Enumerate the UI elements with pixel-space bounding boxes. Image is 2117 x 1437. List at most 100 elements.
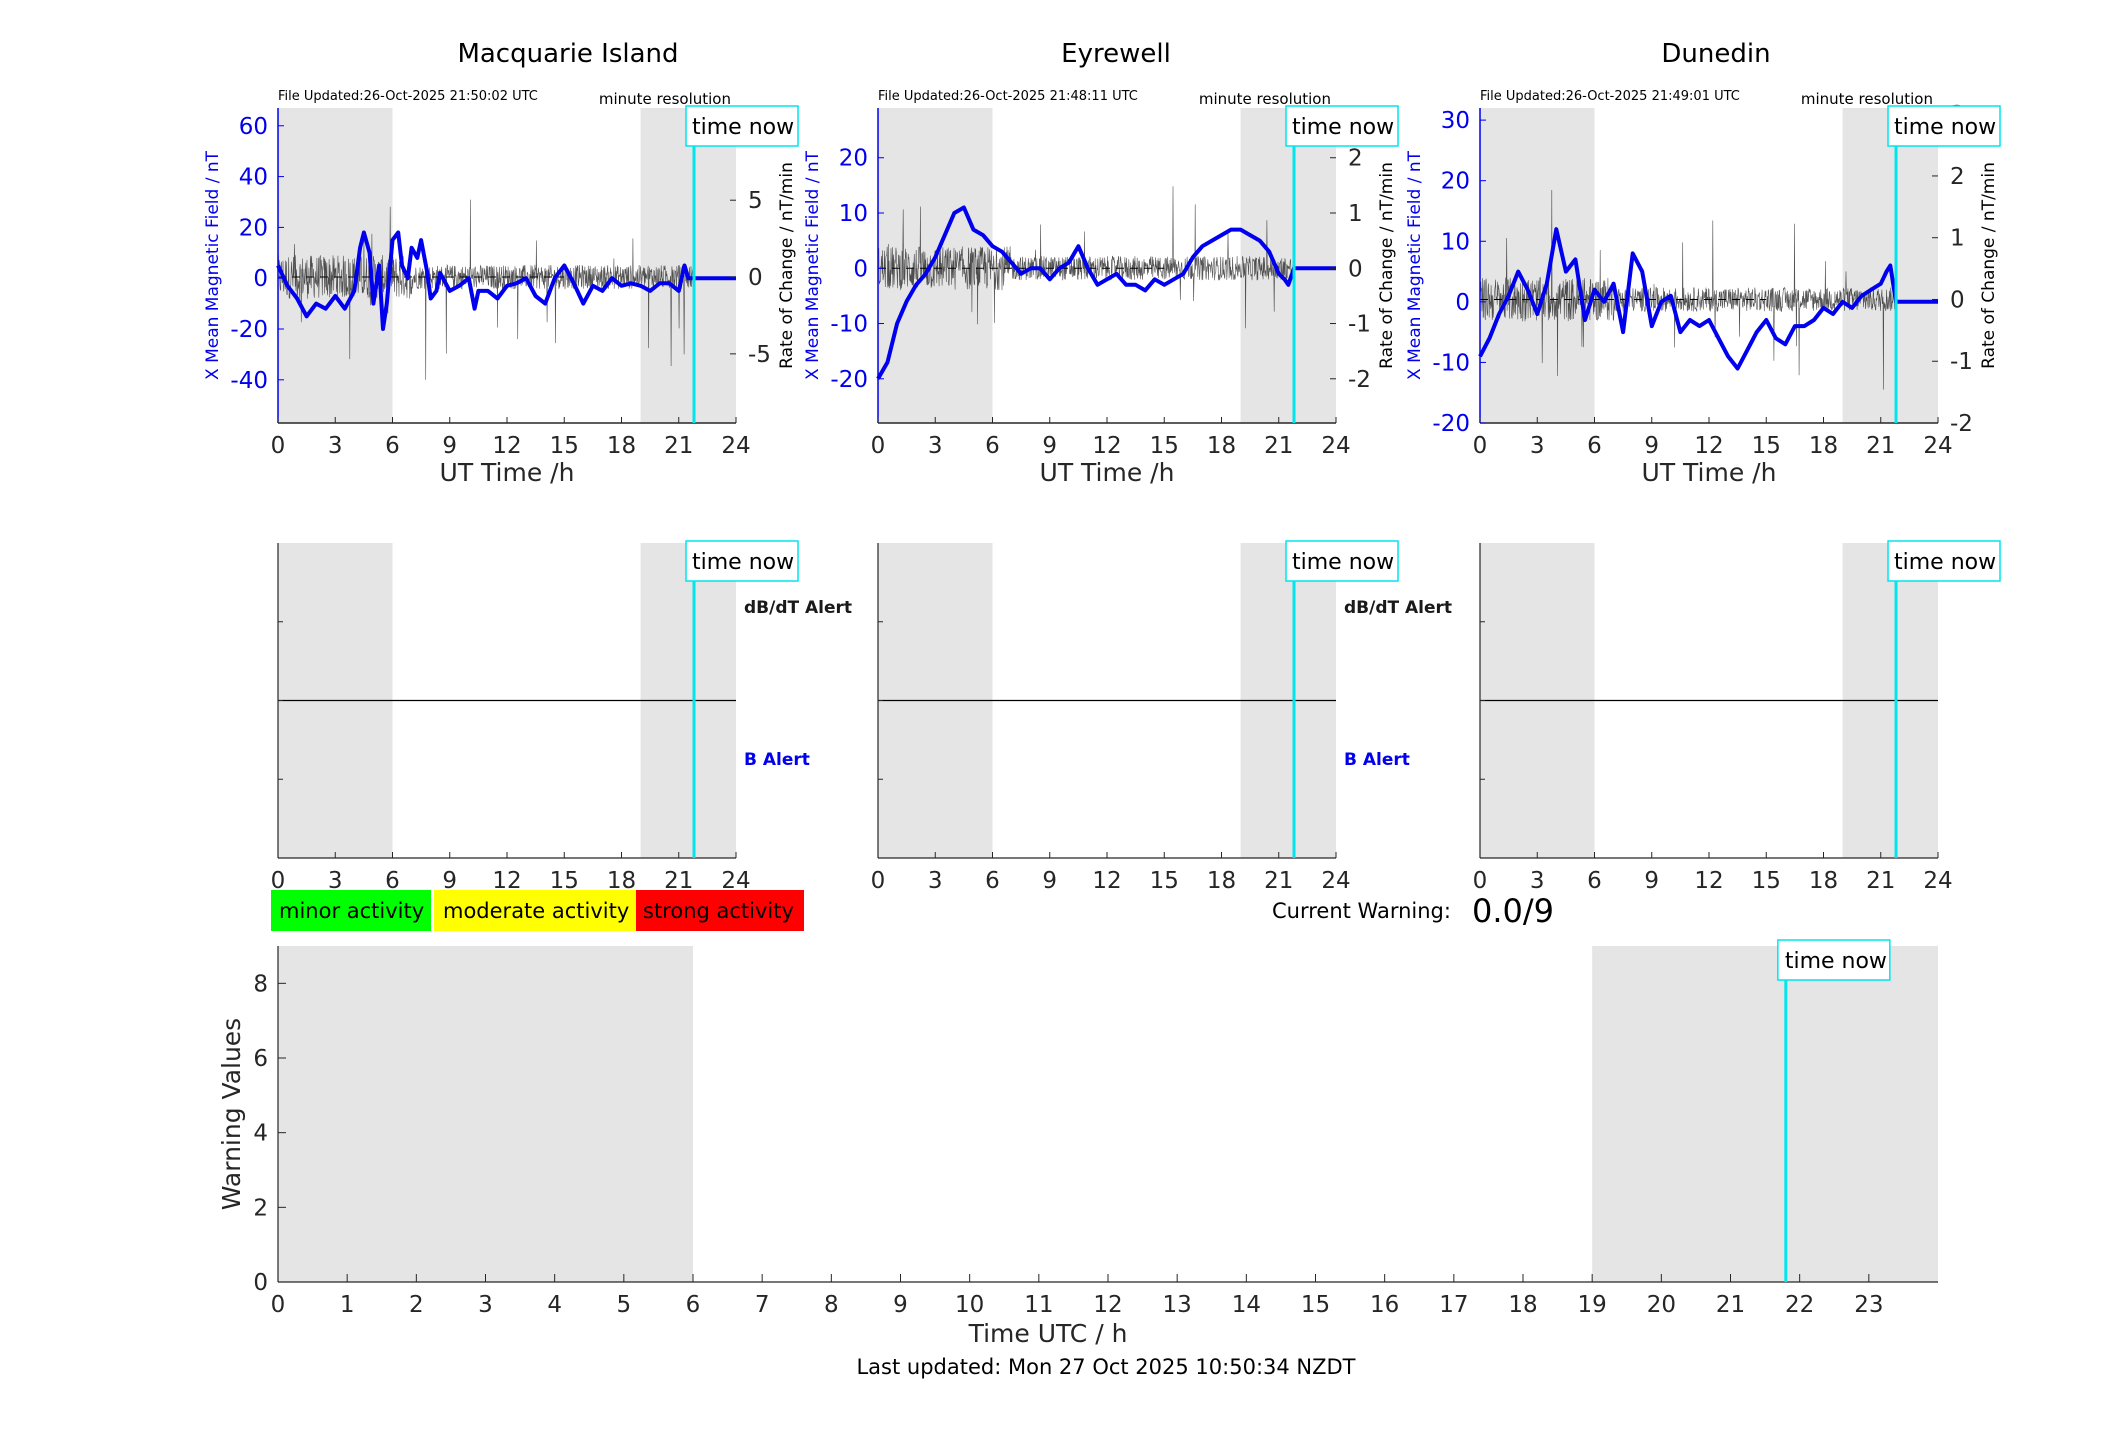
- x-tick-label: 6: [385, 433, 400, 459]
- x-tick-label: 12: [1694, 868, 1723, 894]
- time-now-box: [685, 540, 799, 582]
- minor-activity-swatch: [271, 890, 431, 931]
- x-tick-label: 24: [721, 868, 750, 894]
- time-now-label: time now: [1894, 550, 1996, 575]
- time-now-label: time now: [1785, 949, 1887, 974]
- mean-field-series: [1478, 227, 1938, 371]
- x-tick-label: 7: [755, 1292, 770, 1318]
- x-tick-label: 6: [1587, 433, 1602, 459]
- x-tick-label: 15: [1752, 433, 1781, 459]
- x-tick-label: 20: [1647, 1292, 1676, 1318]
- x-tick-label: 0: [271, 1292, 286, 1318]
- y-tick-label: 20: [239, 215, 268, 241]
- x-tick-label: 18: [1207, 433, 1236, 459]
- moderate-activity-label: moderate activity: [443, 899, 629, 923]
- night-shade: [278, 946, 693, 1282]
- last-updated: Last updated: Mon 27 Oct 2025 10:50:34 N…: [856, 1355, 1355, 1379]
- x-tick-label: 9: [442, 433, 457, 459]
- x-tick-label: 9: [1644, 868, 1659, 894]
- macquarie-alert-chart: 0 3 6 9 12 15 18 21 24 dB/dT Alert B Alert time now: [271, 540, 852, 894]
- eyrewell-alert-chart: 0 3 6 9 12 15 18 21 24 dB/dT Alert B Alert time now: [871, 540, 1452, 894]
- x-tick-label: 6: [385, 868, 400, 894]
- x-tick-label: 15: [550, 433, 579, 459]
- x-tick-label: 9: [1644, 433, 1659, 459]
- y-tick-label: 10: [839, 201, 868, 227]
- x-tick-label: 24: [1923, 868, 1952, 894]
- time-now-label: time now: [1292, 115, 1394, 140]
- y-tick-label: 0: [253, 266, 268, 292]
- y-tick-label: -10: [830, 312, 868, 338]
- x-tick-label: 8: [824, 1292, 839, 1318]
- x-axis-label: UT Time /h: [1040, 458, 1175, 487]
- title-eyrewell: Eyrewell: [1061, 39, 1171, 69]
- x-tick-label: 15: [1150, 433, 1179, 459]
- x-tick-label: 12: [492, 433, 521, 459]
- time-now-box: [1285, 540, 1399, 582]
- x-tick-label: 0: [271, 868, 286, 894]
- moderate-activity-swatch: [434, 890, 636, 931]
- x-tick-label: 19: [1578, 1292, 1607, 1318]
- warning-values-chart: 0 1 2 3 4 5 6 7 8 9 10 11 12 13 14 15 16 17 18 19 20 21 22 2302…: [217, 939, 1938, 1348]
- rate-of-change-series: [277, 199, 695, 380]
- x-tick-label: 21: [1716, 1292, 1745, 1318]
- x-tick-label: 0: [1473, 433, 1488, 459]
- y-axis-label: X Mean Magnetic Field / nT: [803, 150, 823, 380]
- y-tick-label: 30: [1441, 108, 1470, 134]
- y2-tick-label: 0: [748, 265, 763, 291]
- minute-resolution-label: minute resolution: [1199, 90, 1331, 108]
- x-tick-label: 1: [340, 1292, 355, 1318]
- x-tick-label: 12: [492, 868, 521, 894]
- x-axis-label: UT Time /h: [440, 458, 575, 487]
- x-tick-label: 21: [1866, 433, 1895, 459]
- y-tick-label: 0: [853, 256, 868, 282]
- file-updated-macquarie: File Updated:26-Oct-2025 21:50:02 UTC: [278, 89, 538, 104]
- x-tick-label: 3: [478, 1292, 493, 1318]
- minor-activity-label: minor activity: [279, 899, 424, 923]
- x-tick-label: 0: [871, 868, 886, 894]
- x-tick-label: 12: [1093, 1292, 1122, 1318]
- file-updated-eyrewell: File Updated:26-Oct-2025 21:48:11 UTC: [878, 89, 1138, 104]
- x-tick-label: 24: [1321, 868, 1350, 894]
- minute-resolution-label: minute resolution: [599, 90, 731, 108]
- x-tick-label: 10: [955, 1292, 984, 1318]
- title-macquarie: Macquarie Island: [457, 39, 678, 69]
- x-tick-label: 18: [1508, 1292, 1537, 1318]
- x-tick-label: 21: [1264, 433, 1293, 459]
- y-axis-label: X Mean Magnetic Field / nT: [203, 150, 223, 380]
- time-now-box: [685, 105, 799, 147]
- x-tick-label: 9: [1042, 433, 1057, 459]
- x-tick-label: 3: [328, 433, 343, 459]
- x-tick-label: 17: [1439, 1292, 1468, 1318]
- x-tick-label: 6: [686, 1292, 701, 1318]
- x-tick-label: 13: [1163, 1292, 1192, 1318]
- x-tick-label: 18: [1809, 868, 1838, 894]
- mean-field-series: [276, 230, 736, 331]
- x-tick-label: 6: [985, 868, 1000, 894]
- x-tick-label: 23: [1854, 1292, 1883, 1318]
- current-warning-value: 0.0/9: [1472, 892, 1554, 930]
- x-tick-label: 4: [547, 1292, 562, 1318]
- x-tick-label: 12: [1092, 868, 1121, 894]
- y2-tick-label: 1: [1348, 201, 1363, 227]
- time-now-box: [1887, 540, 2001, 582]
- y2-axis-label: Rate of Change / nT/min: [777, 162, 797, 369]
- x-tick-label: 3: [928, 868, 943, 894]
- x-tick-label: 6: [1587, 868, 1602, 894]
- y-axis-label: Warning Values: [217, 1018, 246, 1210]
- time-now-label: time now: [692, 550, 794, 575]
- y-tick-label: 6: [253, 1046, 268, 1072]
- dbdt-alert-label: dB/dT Alert: [1344, 598, 1452, 618]
- y-tick-label: -20: [1432, 411, 1470, 437]
- current-warning-label: Current Warning:: [1272, 899, 1451, 923]
- time-now-box: [1777, 939, 1891, 981]
- rate-of-change-series: [1479, 189, 1897, 390]
- x-tick-label: 24: [1923, 433, 1952, 459]
- y2-tick-label: 5: [748, 188, 763, 214]
- x-tick-label: 18: [607, 433, 636, 459]
- strong-activity-label: strong activity: [643, 899, 794, 923]
- x-tick-label: 3: [928, 433, 943, 459]
- y-tick-label: 8: [253, 971, 268, 997]
